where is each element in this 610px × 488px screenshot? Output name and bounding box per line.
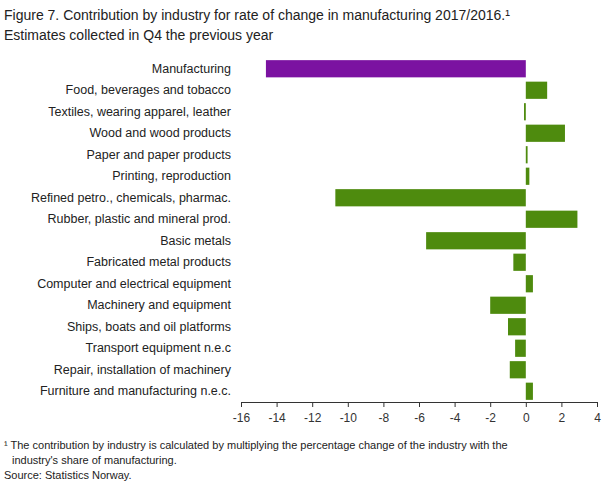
y-tick: Refined petro., chemicals, pharmac. bbox=[31, 191, 241, 205]
y-tick: Transport equipment n.e.c bbox=[86, 341, 241, 355]
x-tick: -10 bbox=[340, 402, 358, 425]
x-tick-label: 2 bbox=[559, 411, 566, 425]
chart: Figure 7. Contribution by industry for r… bbox=[0, 0, 610, 488]
y-tick: Fabricated metal products bbox=[86, 255, 241, 269]
bar bbox=[513, 254, 525, 271]
x-tick-label: -8 bbox=[379, 411, 390, 425]
y-tick: Wood and wood products bbox=[89, 126, 241, 140]
bar bbox=[524, 103, 526, 120]
annotation: ¹ The contribution by industry is calcul… bbox=[4, 439, 508, 451]
bar bbox=[526, 275, 533, 292]
x-tick-mark bbox=[490, 402, 491, 407]
title: Figure 7. Contribution by industry for r… bbox=[4, 7, 510, 23]
category-label: Food, beverages and tobacco bbox=[66, 83, 231, 97]
x-tick-mark bbox=[241, 402, 242, 407]
category-label: Machinery and equipment bbox=[87, 298, 231, 312]
category-label: Paper and paper products bbox=[86, 148, 231, 162]
x-tick-label: -14 bbox=[268, 411, 286, 425]
subtitle: Estimates collected in Q4 the previous y… bbox=[4, 27, 274, 43]
x-tick: -14 bbox=[268, 402, 286, 425]
bar bbox=[515, 340, 526, 357]
x-tick-mark bbox=[455, 402, 456, 407]
x-axis: -16 -14 -12 -10 -8 -6 -4 -2 0 2 4 bbox=[233, 402, 601, 425]
category-label: Fabricated metal products bbox=[86, 255, 231, 269]
x-tick-label: -4 bbox=[450, 411, 461, 425]
x-axis-line bbox=[242, 403, 598, 408]
bar bbox=[526, 211, 578, 228]
bar bbox=[526, 146, 528, 163]
bar bbox=[526, 82, 547, 99]
x-tick: 4 bbox=[594, 402, 601, 425]
x-tick-label: -2 bbox=[485, 411, 496, 425]
category-label: Manufacturing bbox=[152, 62, 231, 76]
y-tick: Furniture and manufacturing n.e.c. bbox=[40, 384, 241, 398]
x-tick: -16 bbox=[233, 402, 251, 425]
y-tick: Repair, installation of machinery bbox=[54, 363, 241, 377]
x-tick-mark bbox=[526, 402, 527, 407]
plot: -16 -14 -12 -10 -8 -6 -4 -2 0 2 4 Manufacturing Food… bbox=[31, 60, 601, 424]
category-label: Basic metals bbox=[160, 234, 231, 248]
category-label: Repair, installation of machinery bbox=[54, 363, 232, 377]
y-tick: Basic metals bbox=[160, 234, 241, 248]
x-tick: 2 bbox=[559, 402, 566, 425]
x-tick-label: 4 bbox=[594, 411, 601, 425]
x-tick-mark bbox=[312, 402, 313, 407]
category-label: Printing, reproduction bbox=[112, 169, 231, 183]
y-tick: Machinery and equipment bbox=[87, 298, 241, 312]
bars bbox=[266, 60, 577, 400]
y-axis: Manufacturing Food, beverages and tobacco… bbox=[31, 62, 241, 399]
bar bbox=[335, 189, 525, 206]
category-label: Ships, boats and oil platforms bbox=[67, 320, 231, 334]
x-tick: 0 bbox=[523, 402, 530, 425]
x-tick-mark bbox=[277, 402, 278, 407]
y-tick: Textiles, wearing apparel, leather bbox=[48, 105, 241, 119]
bar bbox=[510, 361, 526, 378]
category-label: Rubber, plastic and mineral prod. bbox=[48, 212, 231, 226]
category-label: Refined petro., chemicals, pharmac. bbox=[31, 191, 231, 205]
x-tick: -4 bbox=[450, 402, 461, 425]
bar bbox=[490, 297, 526, 314]
x-tick-label: 0 bbox=[523, 411, 530, 425]
bar bbox=[526, 383, 533, 400]
category-label: Transport equipment n.e.c bbox=[86, 341, 231, 355]
y-tick: Paper and paper products bbox=[86, 148, 241, 162]
category-label: Computer and electrical equipment bbox=[37, 277, 231, 291]
x-tick: -12 bbox=[304, 402, 322, 425]
x-tick-mark bbox=[348, 402, 349, 407]
category-label: Wood and wood products bbox=[89, 126, 231, 140]
x-tick-label: -16 bbox=[233, 411, 251, 425]
annotation: industry's share of manufacturing. bbox=[12, 454, 177, 466]
x-tick: -8 bbox=[379, 402, 390, 425]
x-tick-label: -6 bbox=[414, 411, 425, 425]
x-tick-mark bbox=[383, 402, 384, 407]
x-tick-label: -10 bbox=[340, 411, 358, 425]
y-tick: Food, beverages and tobacco bbox=[66, 83, 241, 97]
annotation: Source: Statistics Norway. bbox=[4, 469, 132, 481]
category-label: Textiles, wearing apparel, leather bbox=[48, 105, 231, 119]
bar bbox=[526, 125, 565, 142]
category-label: Furniture and manufacturing n.e.c. bbox=[40, 384, 231, 398]
y-tick: Manufacturing bbox=[152, 62, 241, 76]
x-tick-mark bbox=[597, 402, 598, 407]
bar bbox=[426, 232, 526, 249]
bar bbox=[266, 60, 526, 77]
y-tick: Ships, boats and oil platforms bbox=[67, 320, 241, 334]
y-tick: Computer and electrical equipment bbox=[37, 277, 241, 291]
x-tick: -2 bbox=[485, 402, 496, 425]
bar bbox=[526, 168, 530, 185]
bar bbox=[508, 318, 526, 335]
x-tick: -6 bbox=[414, 402, 425, 425]
x-tick-label: -12 bbox=[304, 411, 322, 425]
y-tick: Rubber, plastic and mineral prod. bbox=[48, 212, 241, 226]
x-tick-mark bbox=[561, 402, 562, 407]
y-tick: Printing, reproduction bbox=[112, 169, 241, 183]
x-tick-mark bbox=[419, 402, 420, 407]
